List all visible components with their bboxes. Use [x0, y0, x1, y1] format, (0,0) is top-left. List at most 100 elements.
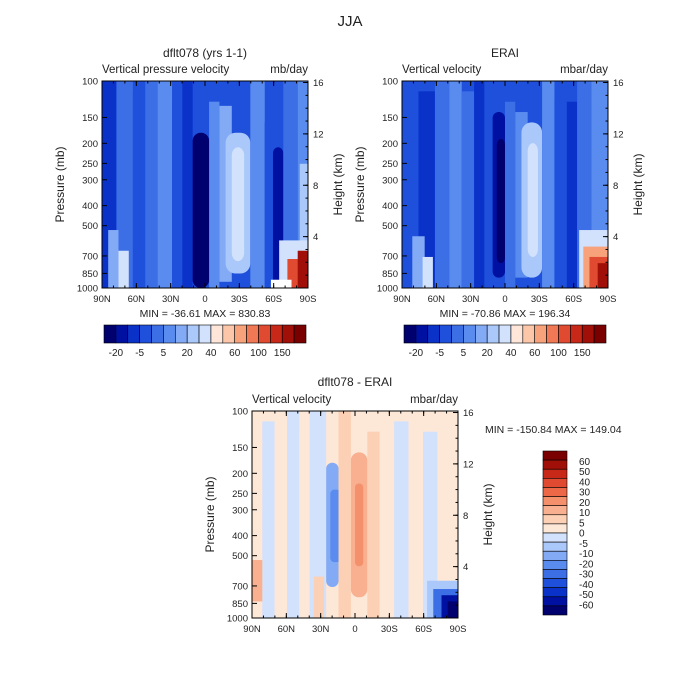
x-tick-label: 90N	[93, 294, 111, 305]
colorbar-label: 30	[579, 488, 591, 499]
contour-band	[297, 250, 308, 288]
contour-band	[270, 279, 292, 288]
contour-band	[283, 81, 298, 288]
panel-model-field	[102, 81, 308, 288]
x-tick-label: 30N	[462, 294, 480, 305]
y-tick-label: 850	[232, 599, 248, 610]
colorbar-box	[415, 324, 429, 344]
y2-tick-label: 8	[463, 511, 468, 522]
colorbar-box	[542, 532, 568, 543]
colorbar-box	[542, 523, 568, 534]
panel-diff-title: dflt078 - ERAI	[318, 375, 393, 389]
contour-band	[412, 236, 425, 288]
contour-band	[554, 101, 567, 288]
x-tick-label: 0	[352, 624, 357, 635]
colorbar-box	[127, 324, 140, 344]
contour-band	[496, 138, 505, 264]
panel-diff: dflt078 - ERAI Vertical velocity mbar/da…	[203, 375, 622, 635]
panel-model-title: dflt078 (yrs 1-1)	[163, 46, 247, 60]
colorbar-box	[542, 569, 568, 579]
y-tick-label: 500	[82, 221, 98, 232]
contour-band	[505, 101, 516, 288]
y2-axis-label: Height (km)	[481, 483, 495, 545]
contour-band	[379, 411, 395, 618]
panel-diff-subtitle-right: mbar/day	[410, 394, 458, 406]
colorbar-box	[542, 459, 568, 470]
y-tick-label: 200	[82, 139, 98, 150]
colorbar-box	[534, 324, 547, 344]
x-tick-label: 60N	[278, 624, 296, 635]
field-layer	[402, 81, 608, 288]
y-tick-label: 850	[82, 269, 98, 280]
contour-band	[264, 122, 273, 288]
colorbar-box	[174, 324, 188, 344]
colorbar-box	[542, 514, 568, 525]
colorbar-box	[542, 550, 568, 561]
y-tick-label: 700	[232, 581, 248, 592]
contour-band	[338, 411, 351, 618]
colorbar-label: 20	[482, 348, 494, 359]
panel-erai-axes: 90N 60N 30N 0 30S 60S 90S 100 150 200 250 300 400 500…	[353, 77, 645, 306]
colorbar-box	[486, 324, 500, 344]
colorbar-label: 20	[579, 498, 591, 509]
y-tick-label: 500	[232, 551, 248, 562]
colorbar-box	[542, 587, 568, 598]
panel-erai-subtitle-right: mbar/day	[560, 64, 608, 76]
y2-tick-label: 12	[313, 129, 324, 140]
y-tick-label: 400	[82, 201, 98, 212]
panel-model-colorbar: -20 -5 5 20 40 60 100 150	[103, 324, 307, 359]
x-tick-label: 90S	[600, 294, 617, 305]
y-tick-label: 300	[232, 505, 248, 516]
colorbar-box	[115, 324, 129, 344]
y-tick-label: 1000	[227, 614, 248, 625]
x-tick-label: 60S	[565, 294, 582, 305]
x-tick-label: 60N	[428, 294, 446, 305]
colorbar-box	[542, 478, 568, 488]
colorbar-box	[463, 324, 476, 344]
colorbar-label: 150	[574, 348, 591, 359]
colorbar-box	[558, 324, 571, 344]
colorbar-box	[542, 578, 568, 588]
colorbar-box	[163, 324, 176, 344]
colorbar-label: 5	[161, 348, 167, 359]
contour-band	[313, 576, 325, 618]
x-tick-label: 90N	[393, 294, 411, 305]
colorbar-box	[186, 324, 200, 344]
y-tick-label: 100	[82, 77, 98, 88]
contour-band	[231, 147, 245, 262]
colorbar-box	[581, 324, 595, 344]
x-tick-label: 90S	[300, 294, 317, 305]
colorbar-box	[542, 450, 568, 461]
contour-band	[145, 81, 158, 288]
panel-erai-colorbar: -20 -5 5 20 40 60 100 150	[403, 324, 607, 359]
y2-tick-label: 12	[613, 129, 624, 140]
colorbar-box	[498, 324, 512, 344]
colorbar-box	[139, 324, 152, 344]
colorbar-box	[427, 324, 440, 344]
colorbar-label: -20	[579, 559, 594, 570]
contour-band	[542, 81, 555, 288]
x-tick-label: 90S	[450, 624, 467, 635]
contour-band	[422, 256, 433, 288]
x-tick-label: 0	[502, 294, 507, 305]
colorbar-label: 40	[205, 348, 217, 359]
colorbar-box	[593, 324, 607, 344]
contour-band	[434, 81, 450, 288]
colorbar-box	[542, 496, 568, 506]
colorbar-box	[510, 324, 524, 344]
colorbar-label: 20	[182, 348, 194, 359]
contour-band	[274, 411, 288, 618]
contour-band	[355, 483, 364, 567]
contour-band	[252, 560, 263, 602]
colorbar-label: 40	[579, 477, 591, 488]
contour-band	[172, 101, 183, 288]
y-tick-label: 100	[232, 407, 248, 418]
colorbar-box	[570, 324, 583, 344]
contour-band	[262, 421, 275, 618]
colorbar-label: 40	[505, 348, 517, 359]
contour-band	[182, 81, 193, 288]
contour-band	[527, 143, 538, 257]
colorbar-label: -40	[579, 580, 594, 591]
